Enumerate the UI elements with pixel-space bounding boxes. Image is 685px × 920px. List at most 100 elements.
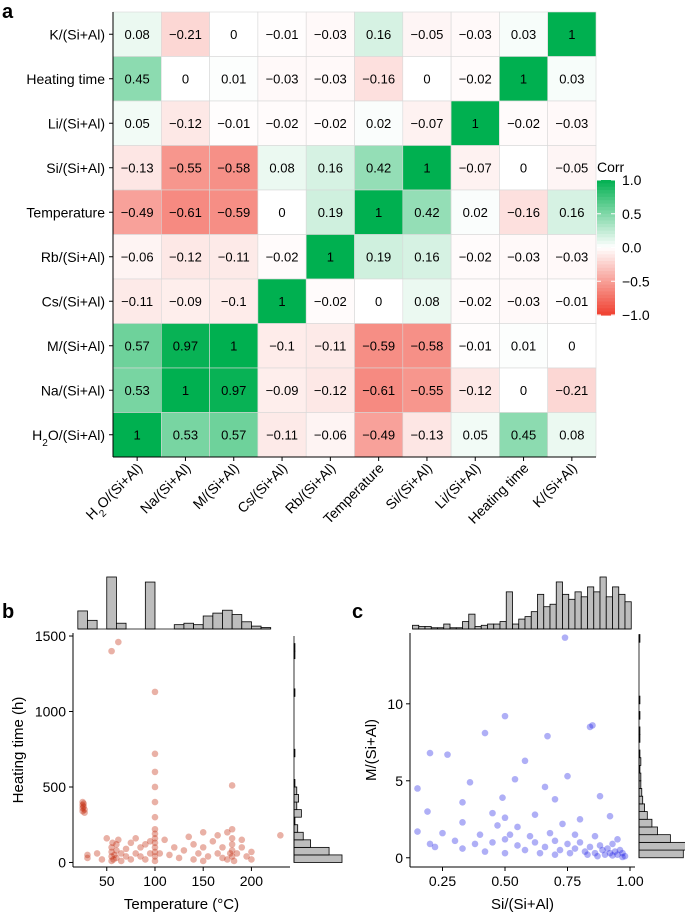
scatter-point [190, 856, 197, 863]
scatter-point [521, 757, 529, 765]
heatmap-cell-value: −0.02 [266, 116, 299, 131]
heatmap-cell [402, 323, 452, 369]
scatter-point [151, 839, 159, 847]
heatmap-cell-value: −0.03 [555, 116, 588, 131]
scatter-point [115, 638, 122, 646]
scatter-point [103, 835, 111, 842]
scatter-point [609, 840, 616, 848]
heatmap-cell [499, 189, 548, 235]
heatmap-cell [209, 367, 259, 413]
top-histogram-bar [231, 614, 243, 630]
heatmap-cell-value: 1 [520, 71, 527, 86]
top-histogram-bar [537, 593, 545, 630]
heatmap-cell-value: −0.49 [362, 427, 395, 442]
top-histogram-bar [512, 623, 520, 630]
top-histogram-bar [618, 593, 626, 630]
legend-tick-label: 0.5 [622, 206, 642, 222]
heatmap-cell [305, 100, 355, 146]
heatmap-cell [547, 278, 597, 324]
heatmap-cell [499, 234, 548, 280]
heatmap-cell [450, 11, 500, 57]
heatmap-cell [402, 367, 452, 413]
top-histogram-bar [222, 609, 233, 630]
heatmap-cell-value: 1 [375, 205, 382, 220]
heatmap-cell-value: −0.11 [121, 294, 153, 309]
heatmap-cell-value: 0.16 [414, 249, 439, 264]
heatmap-cell [499, 367, 548, 413]
heatmap-cell-value: −0.02 [314, 294, 347, 309]
scatter-point [444, 751, 451, 758]
top-histogram-bar [106, 576, 117, 630]
heatmap-cell-value: 0.53 [173, 427, 198, 442]
heatmap-cell-value: 0.42 [414, 205, 439, 220]
heatmap-cell-value: −0.55 [410, 383, 443, 398]
right-histogram-bar [293, 846, 330, 856]
heatmap-cell-value: −0.12 [169, 116, 202, 131]
heatmap-cell [209, 11, 259, 57]
heatmap-cell-value: −0.07 [459, 160, 492, 175]
heatmap-cell-value: −0.09 [266, 383, 299, 398]
top-histogram-bar [87, 619, 98, 630]
heatmap-cell-value: −0.12 [459, 383, 492, 398]
top-histogram-bar [605, 596, 613, 630]
heatmap-row-label: Li/(Si+Al) [48, 115, 105, 131]
x-tick-label: 0.50 [491, 873, 518, 889]
heatmap-cell-value: 0.01 [221, 71, 246, 86]
heatmap-cell-value: −0.01 [217, 116, 250, 131]
heatmap-row-label: Temperature [26, 204, 105, 220]
x-tick-label: 1.00 [616, 873, 643, 889]
scatter-point [166, 851, 173, 859]
top-histogram-bar [77, 610, 88, 630]
scatter-point [228, 825, 236, 833]
heatmap-cell [209, 323, 259, 369]
scatter-point [113, 854, 120, 862]
heatmap-cell [450, 323, 500, 369]
scatter-si-vs-m: 0.25 0.50 0.75 1.00 0 5 10 Si/(Si+Al) M/(Si+Al) [363, 576, 685, 913]
scatter-point [132, 835, 139, 842]
y-tick-label: 1000 [35, 704, 66, 720]
scatter-point [122, 853, 130, 860]
heatmap-cell-value: −0.11 [266, 427, 298, 442]
scatter-point [151, 798, 159, 806]
scatter-point [619, 853, 626, 861]
heatmap-cell [450, 412, 500, 458]
heatmap-cell [161, 412, 210, 458]
heatmap-cell [257, 11, 307, 57]
heatmap-cell [257, 56, 307, 102]
scatter-point [596, 792, 604, 800]
right-histogram-bar [638, 803, 645, 812]
heatmap-cell [547, 56, 597, 102]
heatmap-cell-value: 0.19 [318, 205, 343, 220]
heatmap-row-label: Na/(Si+Al) [41, 382, 105, 398]
scatter-point [606, 812, 614, 820]
heatmap-cell [354, 234, 404, 280]
scatter-point [526, 832, 534, 840]
heatmap-cell-value: −0.11 [218, 249, 250, 264]
heatmap-cell [257, 278, 307, 324]
heatmap-cell-value: −0.13 [410, 427, 443, 442]
scatter-point [614, 851, 621, 858]
heatmap-cell [257, 367, 307, 413]
heatmap-cell-value: −0.21 [169, 27, 202, 42]
scatter-point [214, 850, 221, 857]
heatmap-cell-value: 1 [327, 249, 334, 264]
heatmap-cell [354, 56, 404, 102]
right-histogram-bar [293, 839, 312, 848]
heatmap-cell [161, 367, 210, 413]
scatter-point [228, 782, 236, 789]
scatter-point [571, 831, 579, 838]
heatmap-cell-value: 1 [230, 338, 237, 353]
heatmap-cell [305, 189, 355, 235]
scatter-point [108, 844, 115, 851]
scatter-point [414, 828, 421, 835]
scatter-point [161, 836, 168, 844]
heatmap-cell-value: 0 [520, 383, 527, 398]
scatter-point [151, 857, 159, 865]
heatmap-cell [547, 189, 597, 235]
right-histogram-bar [293, 831, 304, 841]
heatmap-cell [547, 11, 597, 57]
heatmap-cell [547, 145, 597, 191]
heatmap-cell-value: −0.02 [314, 116, 347, 131]
scatter-point [556, 846, 564, 854]
scatter-point [541, 843, 549, 851]
